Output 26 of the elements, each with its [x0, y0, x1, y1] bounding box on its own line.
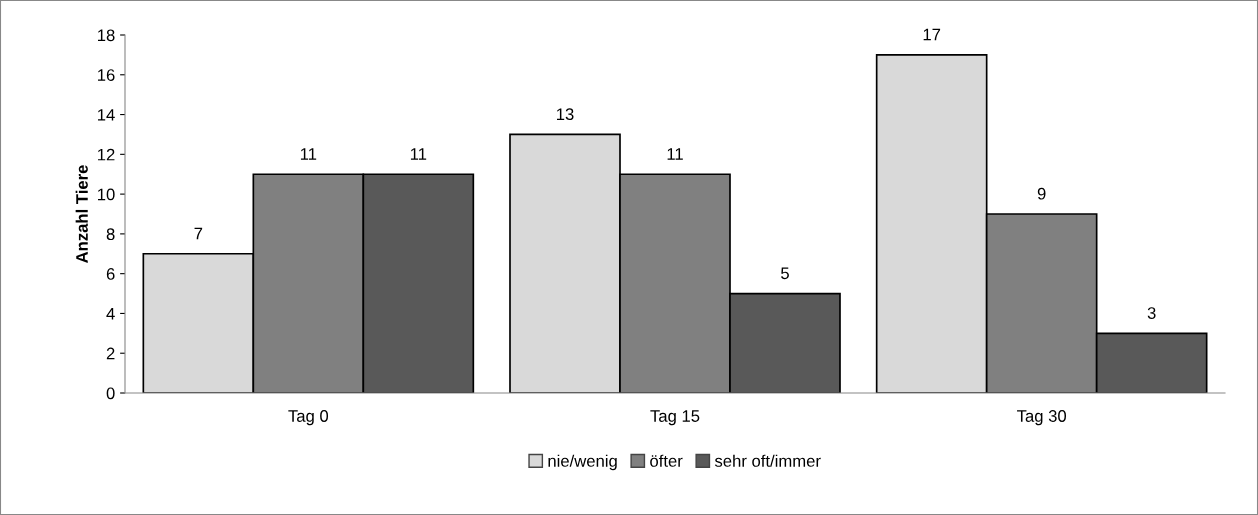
y-tick-label: 14	[98, 109, 115, 121]
data-label: 17	[923, 28, 941, 41]
x-tick-label: Tag 15	[650, 410, 700, 426]
data-label: 13	[557, 108, 574, 121]
y-tick-label: 8	[106, 228, 115, 241]
data-label: 3	[1147, 307, 1156, 319]
x-tick-label: Tag 30	[1017, 410, 1067, 426]
y-tick-label: 12	[98, 148, 115, 161]
legend-label: öfter	[650, 454, 683, 467]
y-tick-label: 10	[98, 188, 115, 201]
legend-label: nie/wenig	[548, 454, 617, 471]
y-tick-label: 2	[106, 347, 115, 360]
data-label: 5	[781, 267, 789, 280]
y-tick-label: 16	[98, 69, 115, 81]
data-label: 11	[300, 148, 317, 160]
data-label: 11	[667, 148, 683, 160]
y-tick-label: 0	[106, 387, 115, 400]
data-label: 9	[1037, 187, 1046, 200]
y-axis-title: Anzahl Tiere	[75, 165, 88, 263]
data-label: 7	[194, 227, 203, 240]
y-tick-label: 18	[98, 29, 115, 42]
y-tick-label: 4	[106, 308, 115, 320]
data-label: 11	[410, 148, 427, 160]
legend-label: sehr oft/immer	[714, 454, 821, 467]
y-tick-label: 6	[106, 268, 115, 280]
x-tick-label: Tag 0	[288, 410, 329, 426]
